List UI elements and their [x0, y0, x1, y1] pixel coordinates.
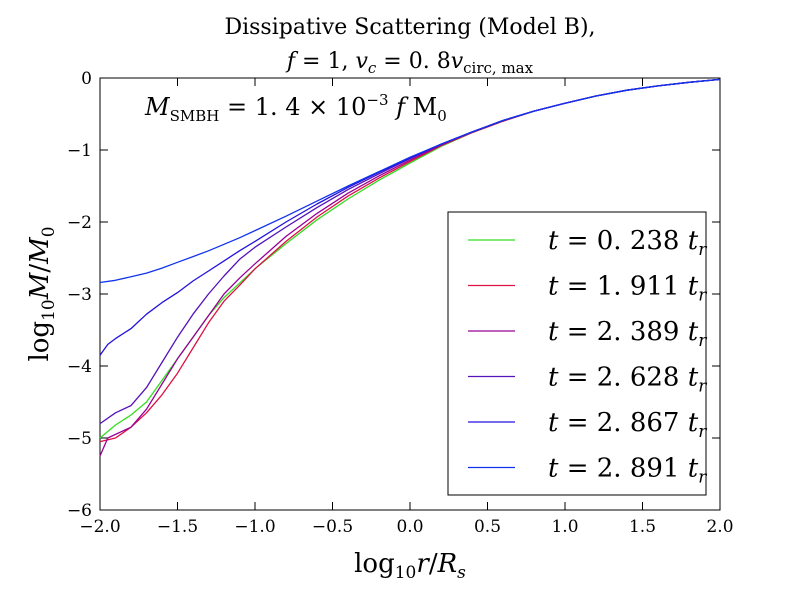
chart-title-line1: Dissipative Scattering (Model B),: [224, 15, 595, 40]
x-tick-label: 2.0: [706, 517, 733, 537]
y-tick-label: −6: [67, 501, 92, 521]
y-tick-label: 0: [81, 69, 92, 89]
x-tick-label: 0.0: [396, 517, 423, 537]
legend-label-1: t = 0. 238 tr: [548, 226, 707, 260]
legend: t = 0. 238 tr t = 1. 911 tr t = 2. 389 tr t…: [447, 211, 707, 496]
x-tick-label: −2.0: [79, 517, 120, 537]
legend-label-4: t = 2. 628 tr: [548, 363, 707, 397]
chart-title-line2: f = 1, vc = 0. 8vcirc, max: [285, 49, 534, 77]
series-layer: [99, 78, 721, 457]
y-tick-label: −2: [67, 213, 92, 233]
smbh-annotation: MSMBH = 1. 4 × 10−3 f M0: [144, 91, 447, 125]
x-axis-ticks: −2.0 −1.5 −1.0 −0.5 0.0 0.5 1.0 1.5 2.0: [79, 78, 734, 537]
y-axis-label: log10M/M0: [25, 226, 59, 361]
x-tick-label: 0.5: [474, 517, 501, 537]
x-axis-label: log10r/Rs: [354, 549, 466, 583]
legend-label-6: t = 2. 891 tr: [548, 454, 707, 488]
x-tick-label: −1.5: [157, 517, 198, 537]
y-axis-ticks: 0 −1 −2 −3 −4 −5 −6: [67, 69, 720, 521]
x-tick-label: 1.5: [629, 517, 656, 537]
legend-label-2: t = 1. 911 tr: [548, 272, 707, 306]
legend-frame: [447, 211, 707, 496]
x-tick-label: 1.0: [551, 517, 578, 537]
y-tick-label: −5: [67, 429, 92, 449]
y-tick-label: −1: [67, 141, 92, 161]
y-tick-label: −3: [67, 285, 92, 305]
legend-label-3: t = 2. 389 tr: [548, 317, 707, 351]
x-tick-label: −0.5: [312, 517, 353, 537]
series-line-6: [99, 78, 721, 284]
y-tick-label: −4: [67, 357, 92, 377]
x-tick-label: −1.0: [234, 517, 275, 537]
legend-label-5: t = 2. 867 tr: [548, 408, 707, 442]
